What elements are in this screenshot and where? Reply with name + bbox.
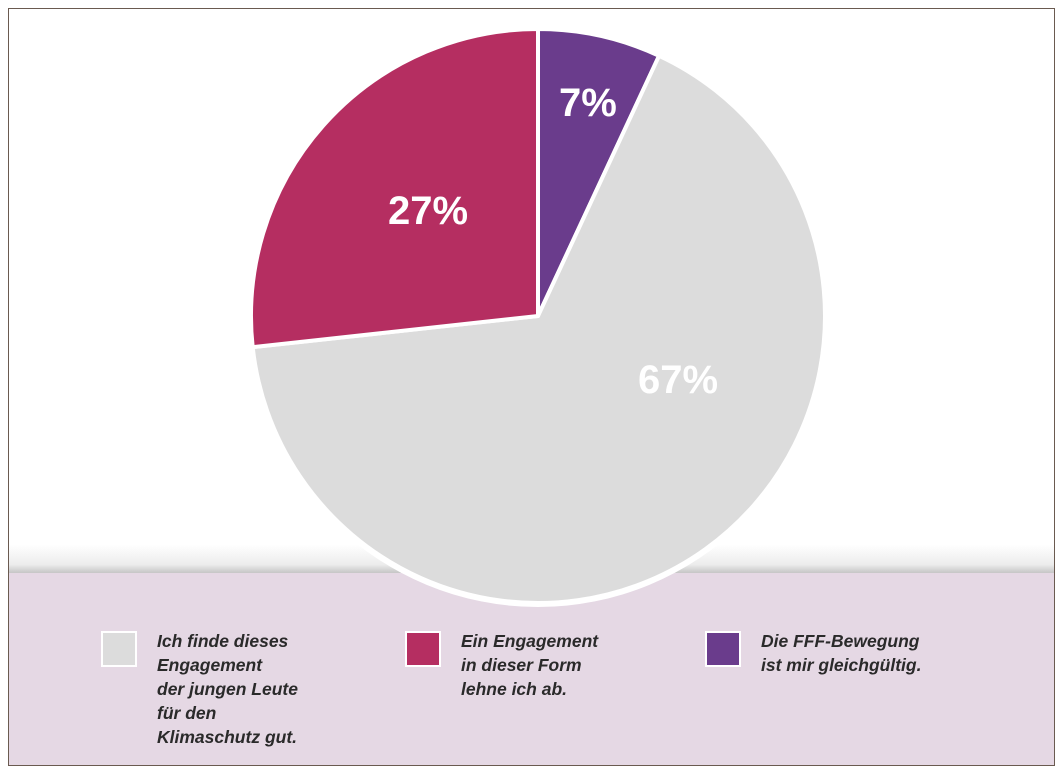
legend-label-indifferent: Die FFF-Bewegung ist mir gleichgültig. [761,631,922,675]
legend-item-approve: Ich finde dieses Engagement der jungen L… [101,629,298,749]
legend-label-reject: Ein Engagement in dieser Form lehne ich … [461,631,599,699]
pie-slice-reject [249,27,540,350]
legend-item-indifferent: Die FFF-Bewegung ist mir gleichgültig. [705,629,921,677]
legend-swatch-indifferent [705,631,741,667]
chart-frame: 67% 27% 7% Ich finde dieses Engagement der… [8,8,1055,766]
slice-value-label-approve: 67% [638,358,718,402]
pie-chart: 67% 27% 7% [247,25,829,607]
legend-label-approve: Ich finde dieses Engagement der jungen L… [157,631,298,747]
pie-slice-indifferent [536,27,662,318]
slice-value-label-indifferent: 7% [559,81,617,125]
legend-item-reject: Ein Engagement in dieser Form lehne ich … [405,629,598,701]
slice-value-label-reject: 27% [388,189,468,233]
pie-slice-approve [250,53,827,605]
legend-swatch-reject [405,631,441,667]
legend-swatch-approve [101,631,137,667]
